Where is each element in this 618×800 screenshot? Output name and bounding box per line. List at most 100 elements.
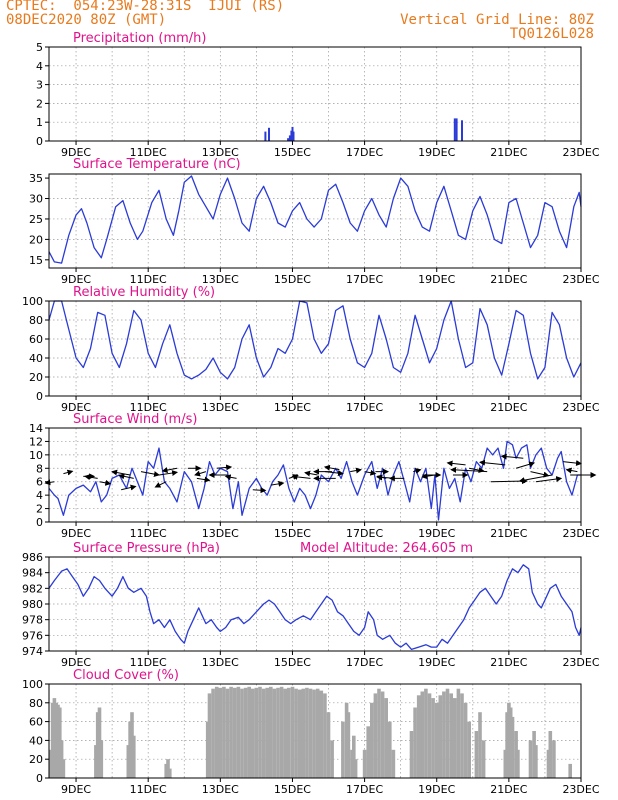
precip-bar	[455, 118, 458, 141]
header-code: TQ0126L028	[509, 26, 594, 42]
y-tick-label: 1	[36, 116, 43, 129]
x-tick-label: 21DEC	[490, 401, 527, 414]
cloud-bar	[168, 768, 172, 778]
x-tick-label: 13DEC	[202, 656, 239, 669]
cloud-bar	[352, 735, 356, 778]
plot-frame	[48, 300, 582, 397]
panel-title: Surface Temperature (nC)	[73, 157, 241, 172]
x-tick-label: 9DEC	[61, 656, 91, 669]
wind-arrow	[413, 468, 422, 474]
cloud-bar	[323, 693, 327, 778]
plot-frame	[48, 427, 582, 523]
y-tick-label: 40	[29, 734, 43, 747]
wind-arrow	[158, 470, 179, 477]
x-tick-label: 21DEC	[490, 527, 527, 540]
y-tick-label: 2	[36, 97, 43, 110]
panel-2: 15 20 25 30 35 9DEC 11DEC 13DEC 15DEC 17DEC 19DEC 2…	[29, 157, 600, 286]
y-tick-label: 0	[36, 390, 43, 403]
cloud-bar	[431, 698, 435, 778]
x-tick-label: 23DEC	[562, 401, 599, 414]
x-tick-label: 21DEC	[490, 146, 527, 159]
x-tick-label: 17DEC	[346, 527, 383, 540]
x-tick-label: 17DEC	[346, 783, 383, 796]
cloud-bar	[384, 698, 388, 778]
cloud-bar	[297, 689, 302, 778]
cloud-bar	[290, 686, 295, 778]
wind-arrow	[291, 473, 311, 480]
x-tick-label: 13DEC	[202, 401, 239, 414]
cloud-bar	[225, 688, 230, 778]
series-line	[48, 440, 581, 521]
cloud-bar	[128, 721, 132, 778]
x-tick-label: 11DEC	[130, 273, 167, 286]
cloud-bar	[211, 688, 215, 778]
x-tick-label: 9DEC	[61, 401, 91, 414]
wind-arrow	[530, 471, 550, 478]
precip-bar	[268, 127, 270, 141]
x-tick-label: 23DEC	[562, 783, 599, 796]
y-tick-label: 980	[22, 598, 43, 611]
wind-arrow	[270, 480, 285, 487]
plot-frame	[48, 46, 582, 142]
x-tick-label: 19DEC	[418, 401, 455, 414]
cloud-bar	[474, 731, 479, 778]
cloud-bar	[207, 693, 212, 778]
precip-bar	[461, 120, 463, 141]
series-line	[48, 300, 582, 380]
cloud-bar	[505, 712, 509, 778]
y-tick-label: 4	[36, 60, 43, 73]
x-tick-label: 11DEC	[130, 527, 167, 540]
y-tick-label: 100	[22, 295, 43, 308]
cloud-bar	[301, 688, 306, 778]
cloud-bar	[388, 721, 392, 778]
y-tick-label: 0	[36, 772, 43, 785]
y-tick-label: 6	[36, 476, 43, 489]
precip-bar	[287, 138, 290, 141]
wind-arrow	[154, 481, 167, 488]
y-tick-label: 12	[29, 435, 43, 448]
cloud-bar	[377, 688, 381, 778]
panel-title: Cloud Cover (%)	[73, 668, 179, 683]
panel-3: 0 20 40 60 80 100 9DEC 11DEC 13DEC 15DEC 17DEC 19DE…	[22, 285, 600, 414]
cloud-bar	[438, 695, 443, 778]
wind-arrow	[224, 474, 237, 481]
x-tick-label: 23DEC	[562, 527, 599, 540]
cloud-bar	[247, 686, 251, 778]
wind-arrow	[121, 484, 137, 491]
x-tick-label: 13DEC	[202, 783, 239, 796]
cloud-bar	[460, 693, 464, 778]
cloud-bar	[265, 687, 269, 778]
y-tick-label: 0	[36, 135, 43, 148]
wind-arrow	[469, 467, 485, 474]
cloud-bar	[568, 763, 572, 778]
y-tick-label: 15	[29, 254, 43, 267]
cloud-bar	[315, 688, 320, 778]
y-tick-label: 20	[29, 371, 43, 384]
wind-arrow	[252, 487, 267, 494]
cloud-bar	[427, 693, 432, 778]
wind-arrow	[450, 466, 488, 473]
cloud-bar	[326, 712, 331, 778]
x-tick-label: 9DEC	[61, 783, 91, 796]
wind-arrow	[323, 464, 340, 471]
cloud-bar	[420, 691, 425, 778]
wind-arrow	[216, 464, 233, 471]
series-line	[48, 175, 582, 264]
wind-arrow	[161, 467, 178, 474]
cloud-bar	[258, 686, 262, 778]
x-tick-label: 17DEC	[346, 146, 383, 159]
y-tick-label: 30	[29, 193, 43, 206]
y-tick-label: 10	[29, 449, 43, 462]
precip-bar	[288, 135, 291, 141]
y-tick-label: 0	[36, 516, 43, 529]
cloud-bar	[261, 688, 266, 778]
y-tick-label: 8	[36, 462, 43, 475]
x-tick-label: 11DEC	[130, 656, 167, 669]
cloud-bar	[243, 687, 248, 778]
cloud-bar	[362, 749, 367, 778]
y-tick-label: 35	[29, 172, 43, 185]
y-tick-label: 20	[29, 233, 43, 246]
cloud-bar	[341, 721, 345, 778]
x-tick-label: 15DEC	[274, 401, 311, 414]
